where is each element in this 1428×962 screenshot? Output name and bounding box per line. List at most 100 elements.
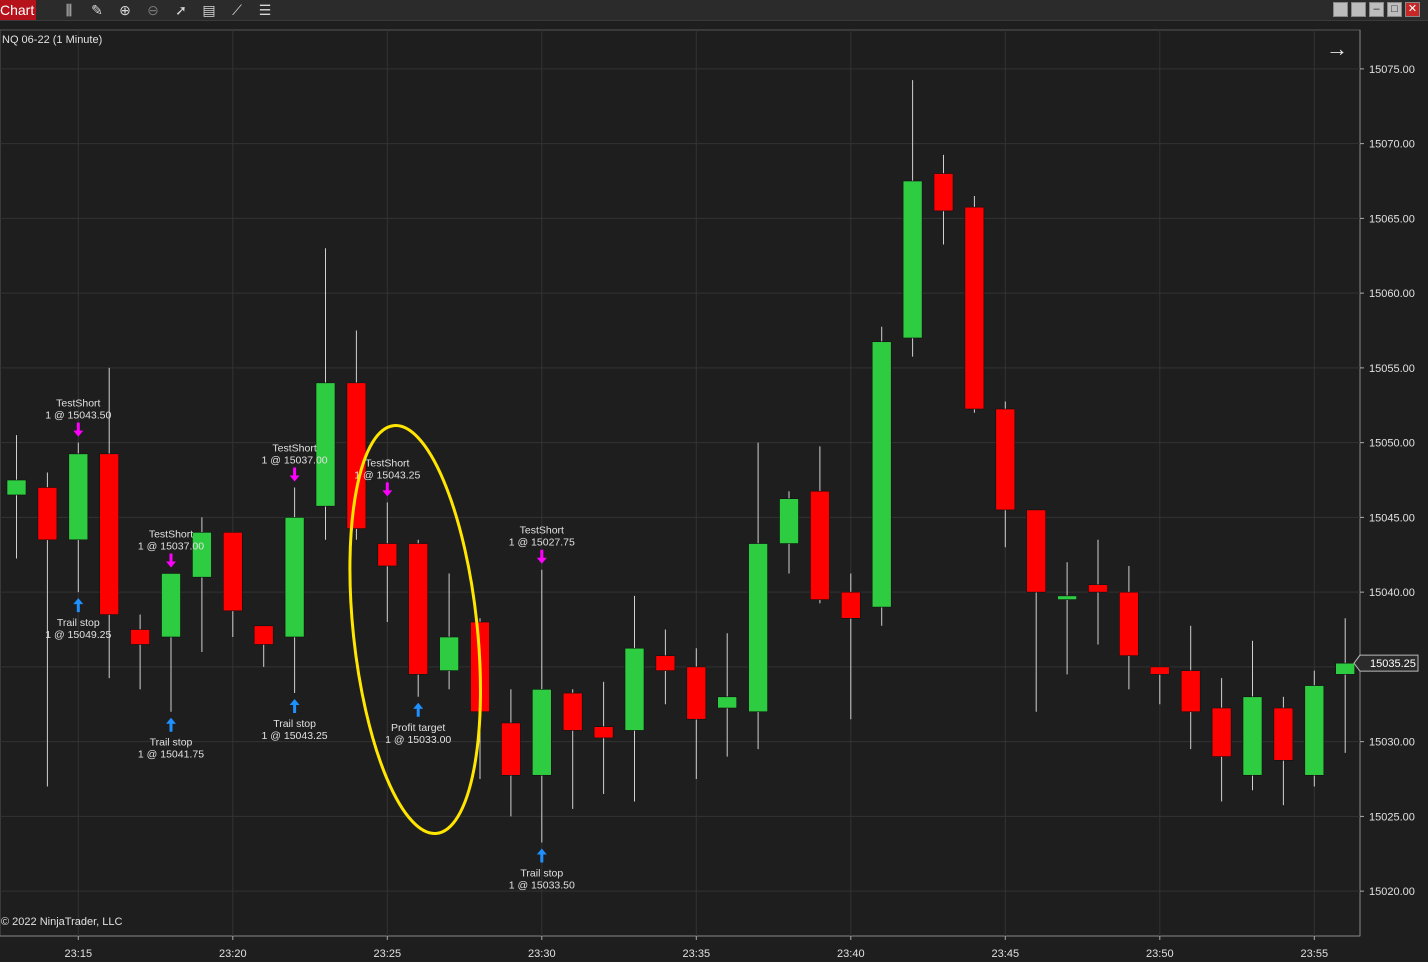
candle-body [377,543,398,567]
strategies-icon[interactable]: ☰ [258,2,272,18]
candle-body [284,517,305,638]
time-tick-label: 23:20 [219,948,247,960]
candle-body [1335,662,1355,675]
execution-qty-price: 1 @ 15043.25 [354,469,420,481]
last-price-label: 15035.25 [1370,658,1416,670]
exit-arrow-icon [166,717,176,732]
execution-qty-price: 1 @ 15037.00 [262,454,328,466]
properties-icon[interactable]: ▤ [202,2,216,18]
price-tick-label: 15025.00 [1369,811,1415,823]
candle-body [902,180,923,339]
tile-icon-2[interactable] [1351,2,1366,17]
execution-name: TestShort [520,525,564,537]
time-tick-label: 23:25 [374,948,402,960]
execution-name: Profit target [391,722,445,734]
execution-name: Trail stop [150,737,193,749]
execution-name: TestShort [272,442,316,454]
time-tick-label: 23:50 [1146,948,1174,960]
plot-area [0,29,1361,937]
indicators-icon[interactable]: ⟋ [232,2,242,18]
execution-qty-price: 1 @ 15033.00 [385,734,451,746]
candle-body [501,722,521,776]
execution-name: TestShort [149,528,193,540]
execution-qty-price: 1 @ 15049.25 [45,629,111,641]
candle-body [6,479,27,496]
exit-arrow-icon [289,699,300,714]
candle-body [1088,584,1108,593]
entry-arrow-icon [73,422,84,437]
window-titlebar: Chart ⫼ ✎ ⊕ ⊖ ➚ ▤ ⟋ ☰ – □ ✕ [0,0,1428,21]
price-tick-label: 15030.00 [1369,737,1415,749]
candle-body [192,532,212,578]
candle-body [1242,696,1263,776]
candle-body [37,487,58,541]
time-tick-label: 23:15 [65,948,93,960]
candle-body [99,453,119,615]
candle-body [253,625,274,645]
candle-body [223,532,243,612]
entry-arrow-icon [166,553,176,568]
time-tick-label: 23:40 [837,948,865,960]
entry-arrow-icon [382,482,393,497]
tab-chart[interactable]: Chart [0,0,36,20]
price-tick-label: 15020.00 [1369,886,1415,898]
price-tick-label: 15050.00 [1369,438,1415,450]
candle-body [1180,670,1201,713]
candle-body [315,382,336,507]
candle-body [717,696,738,709]
execution-qty-price: 1 @ 15041.75 [138,749,204,761]
time-tick-label: 23:55 [1301,948,1329,960]
exit-arrow-icon [73,598,84,613]
candle-body [810,490,830,600]
zoom-out-icon[interactable]: ⊖ [147,2,159,18]
zoom-in-icon[interactable]: ⊕ [119,2,131,18]
candle-body [1304,685,1325,776]
price-tick-label: 15045.00 [1369,512,1415,524]
price-tick-label: 15040.00 [1369,587,1415,599]
tile-icon[interactable] [1333,2,1348,17]
exit-arrow-icon [536,848,547,863]
close-icon[interactable]: ✕ [1405,2,1420,17]
draw-pencil-icon[interactable]: ✎ [91,2,103,18]
execution-qty-price: 1 @ 15043.50 [45,410,111,422]
candle-body [1150,666,1170,675]
candle-body [408,543,429,675]
bar-style-icon[interactable]: ⫼ [65,2,73,18]
candle-body [933,173,954,212]
price-chart[interactable]: 15075.00 15070.00 15065.00 15060.00 15055.00… [0,21,1428,962]
price-tick-label: 15060.00 [1369,288,1415,300]
instrument-label: NQ 06-22 (1 Minute) [2,34,103,46]
price-tick-label: 15055.00 [1369,363,1415,375]
maximize-icon[interactable]: □ [1387,2,1402,17]
entry-arrow-icon [289,467,300,482]
candle-body [562,692,583,731]
candle-body [1273,707,1294,761]
execution-qty-price: 1 @ 15043.25 [262,730,328,742]
candle-body [346,382,367,529]
execution-name: TestShort [365,457,409,469]
execution-name: Trail stop [57,617,100,629]
execution-name: TestShort [56,398,100,410]
candle-body [624,647,645,731]
candle-body [871,341,892,608]
arrow-right-icon[interactable]: → [1326,36,1348,61]
candle-body [995,408,1016,511]
candle-body [68,453,89,541]
entry-arrow-icon [536,549,547,564]
time-tick-label: 23:45 [992,948,1020,960]
price-tick-label: 15065.00 [1369,213,1415,225]
execution-qty-price: 1 @ 15037.00 [138,540,204,552]
candle-body [439,636,459,671]
execution-qty-price: 1 @ 15033.50 [509,880,575,892]
pointer-icon[interactable]: ➚ [175,2,187,18]
price-tick-label: 15075.00 [1369,64,1415,76]
candle-body [748,543,768,713]
time-tick-label: 23:30 [528,948,556,960]
exit-arrow-icon [413,702,424,717]
time-tick-label: 23:35 [683,948,711,960]
minimize-icon[interactable]: – [1369,2,1384,17]
candle-body [840,591,861,619]
execution-name: Trail stop [273,718,316,730]
candle-body [964,206,985,410]
candle-body [1211,707,1232,757]
